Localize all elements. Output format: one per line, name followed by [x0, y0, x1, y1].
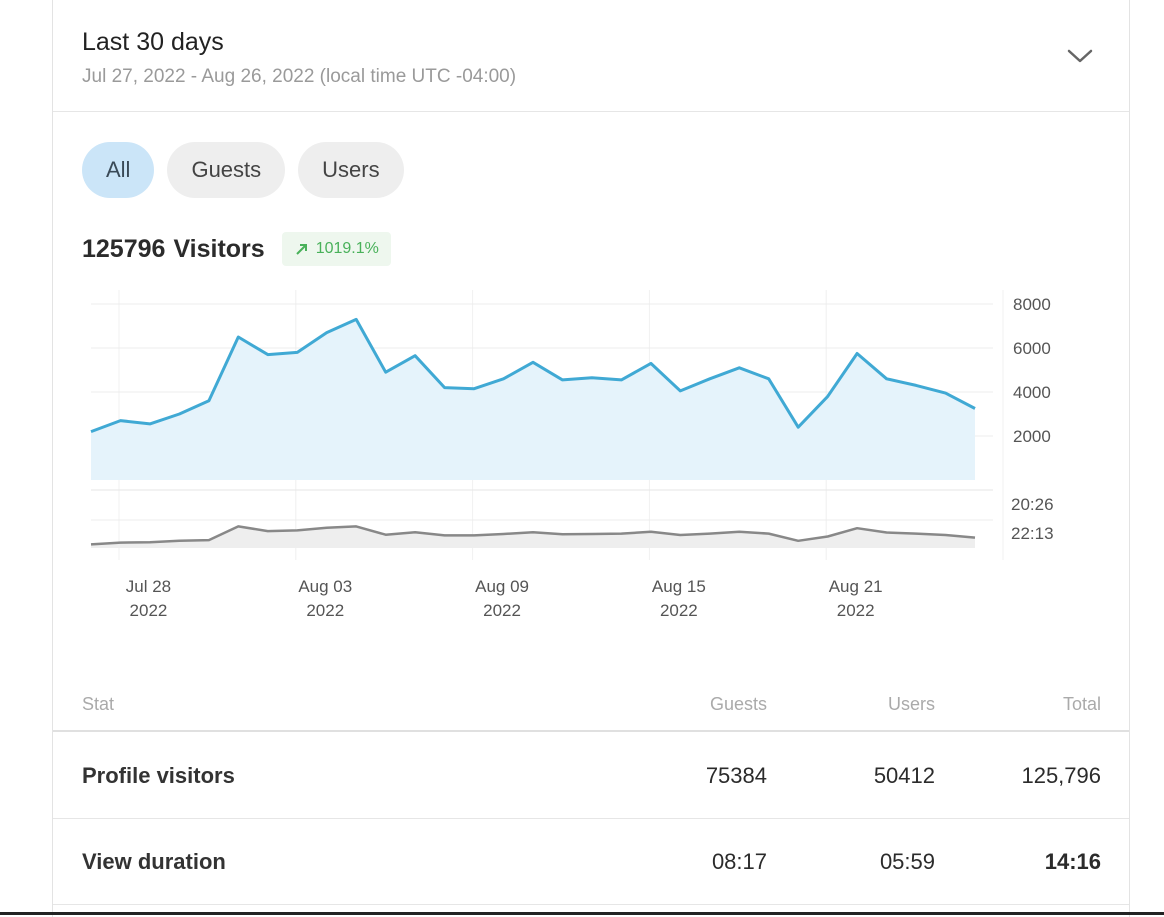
visitors-count: 125796 — [82, 234, 166, 263]
segment-all[interactable]: All — [82, 142, 155, 198]
bottom-divider — [0, 912, 1164, 915]
x-tick-label: Aug 21 — [829, 577, 883, 596]
header-users: Users — [887, 694, 935, 714]
x-tick-year: 2022 — [306, 601, 344, 620]
visitors-area — [91, 319, 975, 480]
x-tick-year: 2022 — [660, 601, 698, 620]
header-stat: Stat — [82, 694, 115, 714]
period-header[interactable]: Last 30 days Jul 27, 2022 - Aug 26, 2022… — [53, 0, 1129, 112]
x-tick-label: Aug 03 — [298, 577, 352, 596]
y-tick-label: 8000 — [1013, 295, 1051, 314]
y-tick-label: 4000 — [1013, 383, 1051, 402]
x-tick-year: 2022 — [483, 601, 521, 620]
y-tick-label: 22:13 — [1011, 524, 1054, 543]
segment-guests[interactable]: Guests — [167, 142, 286, 198]
duration-line — [90, 525, 976, 546]
row-label: View duration — [82, 849, 226, 874]
users-value: 05:59 — [879, 849, 935, 874]
x-tick-label: Aug 09 — [475, 577, 529, 596]
analytics-card: Last 30 days Jul 27, 2022 - Aug 26, 2022… — [52, 0, 1130, 917]
period-title: Last 30 days — [82, 28, 224, 56]
visitors-chart: 8000 6000 4000 2000 20:26 22:13 Jul 28 2022 Aug … — [90, 290, 1054, 620]
trend-badge: 1019.1% — [281, 232, 391, 266]
guests-value: 08:17 — [711, 849, 767, 874]
x-tick-label: Jul 28 — [126, 577, 171, 596]
x-tick-label: Aug 15 — [652, 577, 706, 596]
header-total: Total — [1062, 694, 1101, 714]
period-range: Jul 27, 2022 - Aug 26, 2022 (local time … — [82, 66, 517, 87]
table-row-profile-visitors: Profile visitors 75384 50412 125,796 — [53, 733, 1129, 819]
header-guests: Guests — [709, 694, 767, 714]
y-tick-label: 20:26 — [1011, 495, 1054, 514]
users-value: 50412 — [873, 763, 935, 788]
visitors-summary: 125796 Visitors 1019.1% — [82, 232, 391, 266]
trend-value: 1019.1% — [315, 240, 379, 257]
guests-value: 75384 — [705, 763, 767, 788]
total-value: 14:16 — [1044, 849, 1101, 874]
arrow-up-right-icon — [295, 244, 307, 255]
x-tick-year: 2022 — [837, 601, 875, 620]
x-tick-year: 2022 — [130, 601, 168, 620]
y-tick-label: 2000 — [1013, 427, 1051, 446]
chevron-down-icon[interactable] — [1065, 44, 1095, 68]
total-value: 125,796 — [1021, 763, 1101, 788]
segment-users[interactable]: Users — [298, 142, 404, 198]
row-label: Profile visitors — [82, 763, 235, 788]
table-row-view-duration: View duration 08:17 05:59 14:16 — [53, 819, 1129, 905]
audience-segments: All Guests Users — [82, 142, 404, 198]
stat-table-header: Stat Guests Users Total — [53, 690, 1129, 732]
visitors-label: Visitors — [173, 234, 265, 263]
visitors-line — [90, 317, 976, 434]
duration-area — [91, 526, 975, 548]
y-tick-label: 6000 — [1013, 339, 1051, 358]
